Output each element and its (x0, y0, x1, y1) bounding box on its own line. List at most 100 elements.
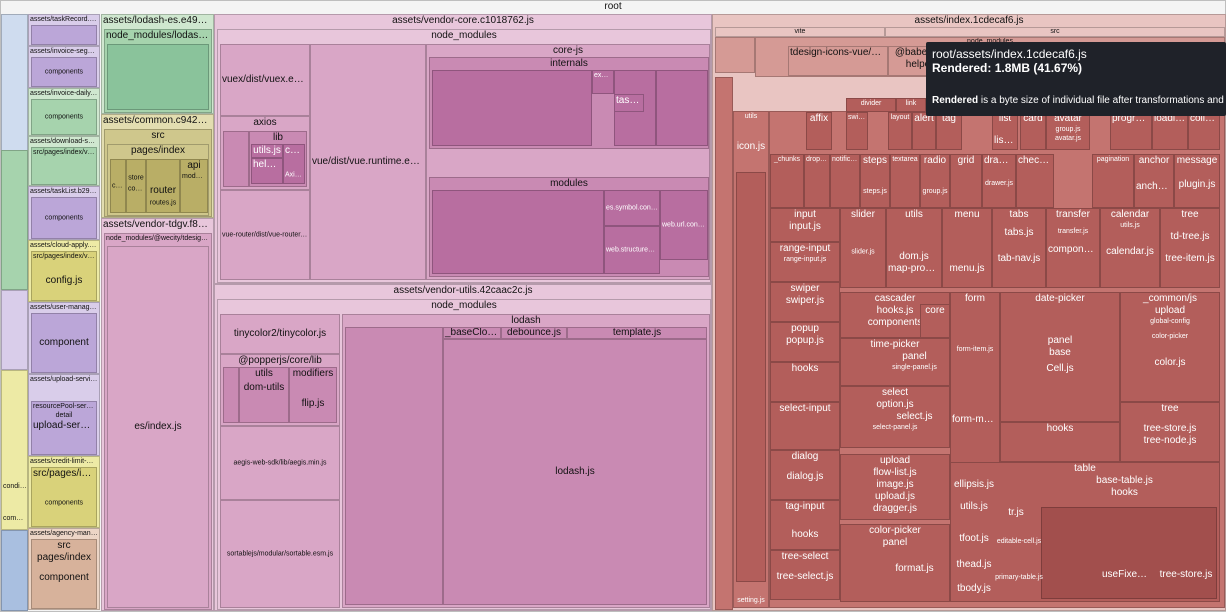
cell-tree-select[interactable]: tree-select tree-select.js (770, 550, 840, 600)
web-url[interactable]: web.url.constructor.js (660, 190, 708, 260)
cell-switch[interactable]: switch (846, 112, 868, 150)
bundle-common[interactable]: assets/common.c942e9b4.js src pages/inde… (101, 114, 214, 218)
common-api[interactable]: api modules (180, 159, 208, 213)
cell-tree-b[interactable]: tree tree-store.js tree-node.js (1120, 402, 1220, 462)
cell-date-picker[interactable]: date-picker panel base Cell.js (1000, 292, 1120, 422)
cell-tabs[interactable]: tabs tabs.js tab-nav.js (992, 208, 1046, 288)
lodash-js[interactable]: lodash.js (443, 339, 707, 605)
aegis[interactable]: aegis-web-sdk/lib/aegis.min.js (220, 426, 340, 500)
bundle-vendor-tdgv[interactable]: assets/vendor-tdgv.f8baf6bb.js node_modu… (101, 218, 214, 611)
lodash-debounce[interactable]: debounce.js (501, 327, 567, 339)
cell-popup[interactable]: popup popup.js (770, 322, 840, 362)
cell-tag-input[interactable]: tag-input hooks (770, 500, 840, 550)
task-js[interactable]: task.js (614, 94, 644, 112)
cell-input[interactable]: input input.js (770, 208, 840, 242)
cell-select-input[interactable]: select-input (770, 402, 840, 450)
core-js-modules[interactable]: modules es.symbol.constructor.js web.url… (429, 177, 709, 277)
cell-slider[interactable]: slider slider.js (840, 208, 886, 288)
cell-tree[interactable]: tree td-tree.js tree-item.js (1160, 208, 1220, 288)
cell-core[interactable]: core (920, 304, 950, 338)
cell-grid[interactable]: grid (950, 154, 982, 208)
vendor-utils-node-modules[interactable]: node_modules tinycolor2/tinycolor.js @po… (217, 299, 711, 610)
index-utils[interactable]: utils icon.js setting.js (733, 111, 769, 608)
chunk-invoice-segment[interactable]: assets/invoice-segment.def9739a.js compo… (28, 46, 100, 88)
cell-table[interactable]: table base-table.js hooks ellipsis.js ut… (950, 462, 1220, 602)
chunk-user-manage[interactable]: assets/user-manage.d629e7.js component (28, 302, 100, 374)
web-structured[interactable]: web.structured-clone.js (604, 226, 660, 274)
sortable[interactable]: sortablejs/modular/sortable.esm.js (220, 500, 340, 608)
axios-helpers[interactable]: helpers (251, 158, 283, 184)
left-col-0c[interactable] (1, 290, 28, 370)
cell-avatar[interactable]: avatar group.js avatar.js (1046, 112, 1090, 150)
cell-utils[interactable]: utils dom.js map-props.js (886, 208, 942, 288)
common-core[interactable]: core (110, 159, 126, 213)
tdgv-node-modules[interactable]: node_modules/@wecity/tdesign-gov-vue es/… (104, 233, 212, 610)
left-col-0b[interactable] (1, 150, 28, 290)
cell-select[interactable]: select option.js select.js select-panel.js (840, 386, 950, 448)
cell-link[interactable]: link (896, 98, 926, 112)
chunk-download-service[interactable]: assets/download-service.09be817c.js src/… (28, 136, 100, 186)
cell-transfer[interactable]: transfer transfer.js components (1046, 208, 1100, 288)
common-pages[interactable]: pages/index core store config router route… (107, 144, 209, 216)
popperjs[interactable]: @popperjs/core/lib utils dom-utils modif… (220, 354, 340, 426)
common-store[interactable]: store config (126, 159, 146, 213)
lodash[interactable]: lodash _baseClone.js debounce.js templat… (342, 314, 710, 608)
chunk-cloud-apply[interactable]: assets/cloud-apply.acfef62d.js src/pages… (28, 240, 100, 302)
cell-tag[interactable]: tag (936, 112, 962, 150)
cell-upload-a[interactable]: upload flow-list.js image.js upload.js dragg… (840, 454, 950, 520)
cell-menu[interactable]: menu menu.js (942, 208, 992, 288)
vue-runtime[interactable]: vue/dist/vue.runtime.esm.js (310, 44, 426, 280)
bundle-lodash-es[interactable]: assets/lodash-es.e492349e.js node_module… (101, 14, 214, 114)
cell-list[interactable]: list list.js (992, 112, 1018, 150)
cell-range-input[interactable]: range-input range-input.js (770, 242, 840, 282)
lodash-template[interactable]: template.js (567, 327, 707, 339)
axios-lib[interactable]: lib utils.js core Axios.js helpers (249, 131, 307, 187)
cell-form[interactable]: form form-item.js form-model.js (950, 292, 1000, 482)
cell-anchor[interactable]: anchor anchor.js (1134, 154, 1174, 208)
cell-alert[interactable]: alert (912, 112, 936, 150)
lodash-es-node-modules[interactable]: node_modules/lodash-es (104, 29, 212, 113)
chunk-upload-service[interactable]: assets/upload-service.7a613962.js resour… (28, 374, 100, 456)
axios[interactable]: axios lib utils.js core Axios.js helpers (220, 116, 310, 190)
index-src[interactable]: src (885, 27, 1225, 37)
popper-modifiers[interactable]: modifiers flip.js (289, 367, 337, 423)
cell-notification[interactable]: notification (830, 154, 860, 208)
chunk-invoice-daily[interactable]: assets/invoice-daily.6b5a3ed0.js compone… (28, 88, 100, 136)
axios-utils[interactable]: utils.js (251, 144, 283, 158)
popper-utils[interactable]: utils dom-utils (239, 367, 289, 423)
lodash-baseclone[interactable]: _baseClone.js (443, 327, 501, 339)
tinycolor[interactable]: tinycolor2/tinycolor.js (220, 314, 340, 354)
bundle-vendor-utils[interactable]: assets/vendor-utils.42caac2c.js node_mod… (214, 284, 712, 611)
left-col-0d[interactable] (1, 370, 28, 530)
cell-message[interactable]: message plugin.js (1174, 154, 1220, 208)
cell-hooks-b[interactable]: hooks (1000, 422, 1120, 462)
chunk-tasklist[interactable]: assets/taskList.b299abed.js components (28, 186, 100, 240)
chunk-agency-manage[interactable]: assets/agency-manage.09be951f.js src pag… (28, 528, 100, 610)
cell-pagination[interactable]: pagination (1092, 154, 1134, 208)
vendor-core-node-modules[interactable]: node_modules vuex/dist/vuex.esm.js axios… (217, 29, 711, 283)
bundle-vendor-core[interactable]: assets/vendor-core.c1018762.js node_modu… (214, 14, 712, 284)
es-symbol[interactable]: es.symbol.constructor.js (604, 190, 660, 226)
vuex[interactable]: vuex/dist/vuex.esm.js (220, 44, 310, 116)
cell-chunks[interactable]: _chunks (770, 154, 804, 208)
cell-common-js[interactable]: _common/js upload global-config color-picke… (1120, 292, 1220, 402)
vue-router[interactable]: vue-router/dist/vue-router.esm.js (220, 190, 310, 280)
cell-dropdown[interactable]: dropdown (804, 154, 830, 208)
cell-checkbox[interactable]: checkbox (1016, 154, 1054, 208)
cell-layout[interactable]: layout (888, 112, 912, 150)
cell-drawer[interactable]: drawer drawer.js (982, 154, 1016, 208)
cell-color-picker[interactable]: color-picker panel format.js (840, 524, 950, 602)
axios-core[interactable]: core Axios.js (283, 144, 305, 184)
cell-calendar[interactable]: calendar utils.js calendar.js (1100, 208, 1160, 288)
tdesign-icons[interactable]: tdesign-icons-vue/esm (788, 46, 888, 76)
cell-steps[interactable]: steps steps.js (860, 154, 890, 208)
chunk-taskrecord[interactable]: assets/taskRecord.eb09e53f.js (28, 14, 100, 46)
cell-divider[interactable]: divider (846, 98, 896, 112)
cell-hooks-a[interactable]: hooks (770, 362, 840, 402)
cell-affix[interactable]: affix (806, 112, 832, 150)
cell-card[interactable]: card (1020, 112, 1046, 150)
common-router[interactable]: router routes.js (146, 159, 180, 213)
